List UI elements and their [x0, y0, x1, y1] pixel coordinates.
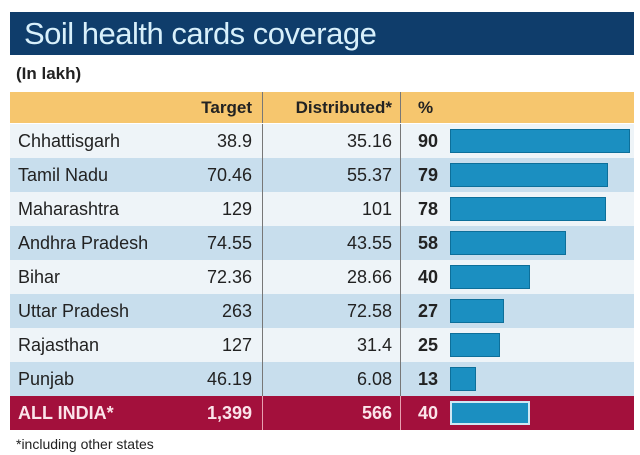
- table-row: Rajasthan 127 31.4 25: [10, 328, 634, 362]
- header-target: Target: [201, 98, 252, 117]
- percent-value: 90: [418, 131, 439, 151]
- distributed-value: 43.55: [346, 233, 392, 253]
- target-value: 1,399: [206, 403, 252, 423]
- target-value: 46.19: [206, 369, 252, 389]
- divider: [262, 396, 263, 430]
- distributed-value: 101: [361, 199, 392, 219]
- percent-value: 25: [418, 335, 439, 355]
- distributed-value: 72.58: [346, 301, 392, 321]
- distributed-value: 566: [361, 403, 392, 423]
- percent-value: 40: [418, 267, 439, 287]
- table-header: Target Distributed* %: [10, 92, 634, 123]
- table-row: Maharashtra 129 101 78: [10, 192, 634, 226]
- divider: [262, 260, 263, 294]
- percent-value: 13: [418, 369, 439, 389]
- divider: [400, 226, 401, 260]
- distributed-value: 6.08: [356, 369, 392, 389]
- target-value: 72.36: [206, 267, 252, 287]
- table-row: Tamil Nadu 70.46 55.37 79: [10, 158, 634, 192]
- state-name: Andhra Pradesh: [18, 233, 149, 253]
- chart-title: Soil health cards coverage: [10, 12, 634, 55]
- divider: [262, 328, 263, 362]
- percent-bar: [450, 333, 500, 357]
- divider: [400, 396, 401, 430]
- divider: [400, 124, 401, 158]
- state-name: Uttar Pradesh: [18, 301, 130, 321]
- target-value: 263: [221, 301, 252, 321]
- header-percent: %: [418, 98, 434, 117]
- divider: [262, 226, 263, 260]
- table-row: Punjab 46.19 6.08 13: [10, 362, 634, 396]
- percent-bar: [450, 129, 630, 153]
- state-name: Bihar: [18, 267, 61, 287]
- percent-value: 78: [418, 199, 439, 219]
- divider: [262, 158, 263, 192]
- divider: [262, 294, 263, 328]
- distributed-value: 31.4: [356, 335, 392, 355]
- percent-bar: [450, 197, 606, 221]
- state-name: ALL INDIA*: [18, 403, 114, 423]
- header-distributed: Distributed*: [295, 98, 392, 117]
- percent-bar: [450, 401, 530, 425]
- percent-bar: [450, 299, 504, 323]
- percent-value: 79: [418, 165, 439, 185]
- target-value: 38.9: [216, 131, 252, 151]
- state-name: Maharashtra: [18, 199, 120, 219]
- total-row: ALL INDIA* 1,399 566 40: [10, 396, 634, 430]
- unit-label: (In lakh): [16, 64, 82, 83]
- percent-value: 27: [418, 301, 439, 321]
- divider: [400, 294, 401, 328]
- distributed-value: 28.66: [346, 267, 392, 287]
- target-value: 129: [221, 199, 252, 219]
- divider: [400, 362, 401, 396]
- percent-bar: [450, 367, 476, 391]
- table-row: Bihar 72.36 28.66 40: [10, 260, 634, 294]
- target-value: 127: [221, 335, 252, 355]
- distributed-value: 55.37: [346, 165, 392, 185]
- state-name: Chhattisgarh: [18, 131, 121, 151]
- footnote: *including other states: [16, 436, 154, 452]
- target-value: 74.55: [206, 233, 252, 253]
- target-value: 70.46: [206, 165, 252, 185]
- divider: [400, 192, 401, 226]
- state-name: Rajasthan: [18, 335, 100, 355]
- divider: [400, 158, 401, 192]
- divider: [262, 124, 263, 158]
- table-row: Andhra Pradesh 74.55 43.55 58: [10, 226, 634, 260]
- percent-bar: [450, 231, 566, 255]
- table-row: Uttar Pradesh 263 72.58 27: [10, 294, 634, 328]
- percent-value: 40: [418, 403, 439, 423]
- percent-bar: [450, 163, 608, 187]
- percent-bar: [450, 265, 530, 289]
- divider: [400, 260, 401, 294]
- divider: [262, 362, 263, 396]
- table-row: Chhattisgarh 38.9 35.16 90: [10, 124, 634, 158]
- distributed-value: 35.16: [346, 131, 392, 151]
- state-name: Tamil Nadu: [18, 165, 109, 185]
- divider: [400, 328, 401, 362]
- divider: [262, 192, 263, 226]
- state-name: Punjab: [18, 369, 75, 389]
- percent-value: 58: [418, 233, 439, 253]
